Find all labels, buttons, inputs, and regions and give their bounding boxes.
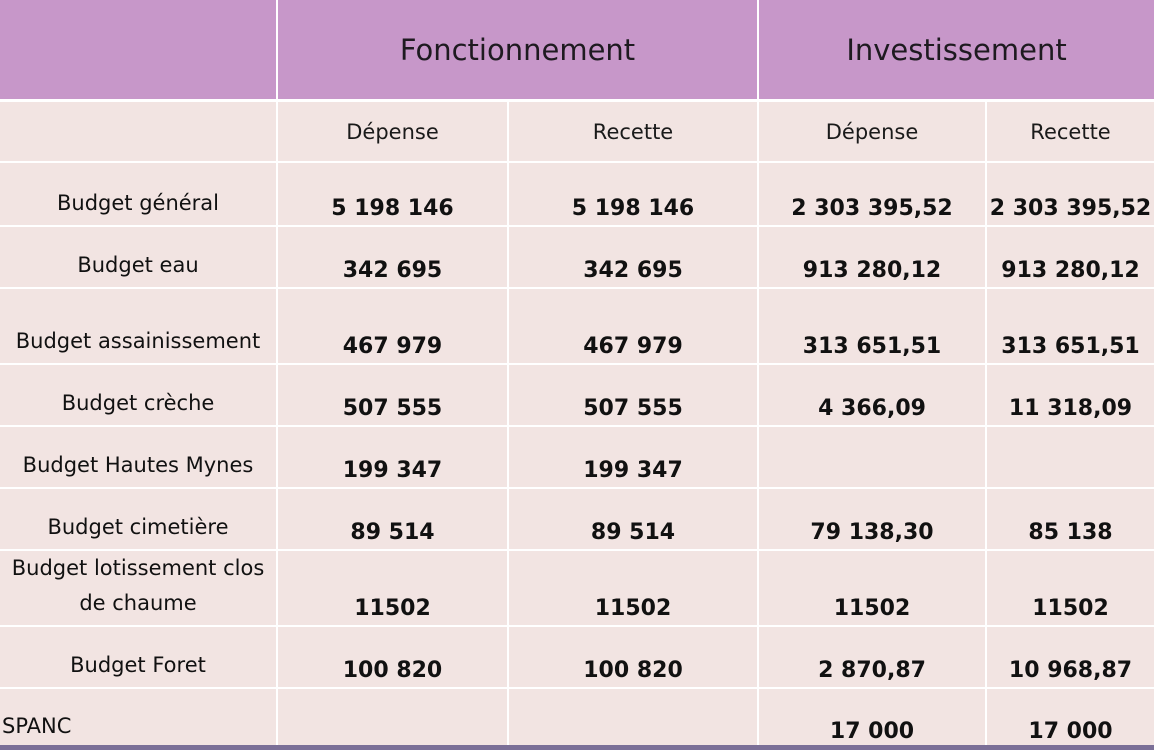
fonct-recette-value — [509, 689, 760, 750]
invest-depense-value: 313 651,51 — [759, 289, 988, 365]
invest-depense-value — [759, 427, 988, 489]
row-label: Budget lotissement clos de chaume — [0, 551, 278, 627]
sub-header-invest-recette: Recette — [987, 102, 1154, 163]
invest-recette-value: 11 318,09 — [987, 365, 1154, 427]
header-investissement: Investissement — [759, 0, 1154, 102]
sub-header-invest-depense: Dépense — [759, 102, 988, 163]
row-label: Budget crèche — [0, 365, 278, 427]
table-row: Budget cimetière 89 514 89 514 79 138,30… — [0, 489, 1154, 551]
sub-header-fonct-depense: Dépense — [278, 102, 509, 163]
fonct-recette-value: 5 198 146 — [509, 163, 760, 227]
fonct-depense-value: 100 820 — [278, 627, 509, 689]
table-row: SPANC 17 000 17 000 — [0, 689, 1154, 750]
invest-depense-value: 17 000 — [759, 689, 988, 750]
header-fonctionnement: Fonctionnement — [278, 0, 760, 102]
fonct-depense-value: 507 555 — [278, 365, 509, 427]
fonct-depense-value: 467 979 — [278, 289, 509, 365]
invest-recette-value: 313 651,51 — [987, 289, 1154, 365]
table-row: Budget assainissement 467 979 467 979 31… — [0, 289, 1154, 365]
bottom-divider — [0, 745, 1154, 750]
table-row: Budget eau 342 695 342 695 913 280,12 91… — [0, 227, 1154, 289]
invest-depense-value: 913 280,12 — [759, 227, 988, 289]
invest-recette-value: 10 968,87 — [987, 627, 1154, 689]
fonct-depense-value: 199 347 — [278, 427, 509, 489]
table-row: Budget lotissement clos de chaume 11502 … — [0, 551, 1154, 627]
fonct-depense-value: 11502 — [278, 551, 509, 627]
row-label: Budget eau — [0, 227, 278, 289]
fonct-recette-value: 467 979 — [509, 289, 760, 365]
table-row: Budget Hautes Mynes 199 347 199 347 — [0, 427, 1154, 489]
sub-header-fonct-recette: Recette — [509, 102, 760, 163]
invest-depense-value: 79 138,30 — [759, 489, 988, 551]
fonct-recette-value: 89 514 — [509, 489, 760, 551]
fonct-depense-value: 5 198 146 — [278, 163, 509, 227]
table-row: Budget Foret 100 820 100 820 2 870,87 10… — [0, 627, 1154, 689]
row-label: SPANC — [0, 689, 278, 750]
fonct-recette-value: 507 555 — [509, 365, 760, 427]
fonct-recette-value: 342 695 — [509, 227, 760, 289]
invest-recette-value: 11502 — [987, 551, 1154, 627]
table-row: Budget général 5 198 146 5 198 146 2 303… — [0, 163, 1154, 227]
table-row: Budget crèche 507 555 507 555 4 366,09 1… — [0, 365, 1154, 427]
sub-header-empty — [0, 102, 278, 163]
fonct-depense-value: 89 514 — [278, 489, 509, 551]
invest-recette-value — [987, 427, 1154, 489]
fonct-depense-value — [278, 689, 509, 750]
invest-depense-value: 11502 — [759, 551, 988, 627]
invest-recette-value: 17 000 — [987, 689, 1154, 750]
corner-cell — [0, 0, 278, 102]
group-header-row: Fonctionnement Investissement — [0, 0, 1154, 102]
invest-recette-value: 913 280,12 — [987, 227, 1154, 289]
invest-depense-value: 4 366,09 — [759, 365, 988, 427]
fonct-recette-value: 100 820 — [509, 627, 760, 689]
invest-recette-value: 85 138 — [987, 489, 1154, 551]
fonct-recette-value: 11502 — [509, 551, 760, 627]
fonct-recette-value: 199 347 — [509, 427, 760, 489]
row-label: Budget général — [0, 163, 278, 227]
invest-depense-value: 2 870,87 — [759, 627, 988, 689]
sub-header-row: Dépense Recette Dépense Recette — [0, 102, 1154, 163]
fonct-depense-value: 342 695 — [278, 227, 509, 289]
row-label: Budget Hautes Mynes — [0, 427, 278, 489]
row-label: Budget Foret — [0, 627, 278, 689]
row-label: Budget cimetière — [0, 489, 278, 551]
invest-depense-value: 2 303 395,52 — [759, 163, 988, 227]
row-label: Budget assainissement — [0, 289, 278, 365]
invest-recette-value: 2 303 395,52 — [987, 163, 1154, 227]
